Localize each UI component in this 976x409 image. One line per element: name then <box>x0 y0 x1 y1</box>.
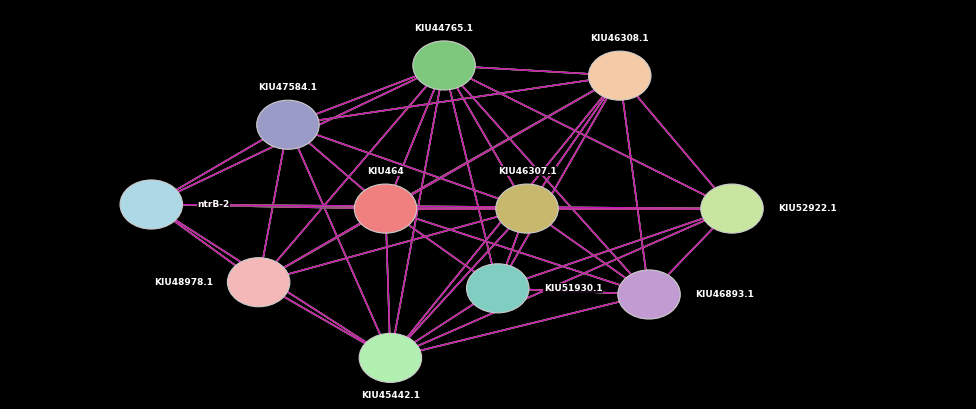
Text: ntrB-2: ntrB-2 <box>197 200 229 209</box>
Text: KIU47584.1: KIU47584.1 <box>259 83 317 92</box>
Text: KIU44765.1: KIU44765.1 <box>415 24 473 33</box>
Ellipse shape <box>120 180 183 229</box>
Text: KIU51930.1: KIU51930.1 <box>544 284 602 293</box>
Ellipse shape <box>227 258 290 307</box>
Text: KIU464: KIU464 <box>367 167 404 176</box>
Ellipse shape <box>467 264 529 313</box>
Ellipse shape <box>413 41 475 90</box>
Text: KIU46307.1: KIU46307.1 <box>498 167 556 176</box>
Ellipse shape <box>496 184 558 233</box>
Ellipse shape <box>618 270 680 319</box>
Text: KIU46308.1: KIU46308.1 <box>590 34 649 43</box>
Ellipse shape <box>589 51 651 100</box>
Ellipse shape <box>701 184 763 233</box>
Ellipse shape <box>257 100 319 149</box>
Text: KIU46893.1: KIU46893.1 <box>695 290 753 299</box>
Ellipse shape <box>359 333 422 382</box>
Text: KIU48978.1: KIU48978.1 <box>154 278 213 287</box>
Ellipse shape <box>354 184 417 233</box>
Text: KIU45442.1: KIU45442.1 <box>361 391 420 400</box>
Text: KIU52922.1: KIU52922.1 <box>778 204 836 213</box>
